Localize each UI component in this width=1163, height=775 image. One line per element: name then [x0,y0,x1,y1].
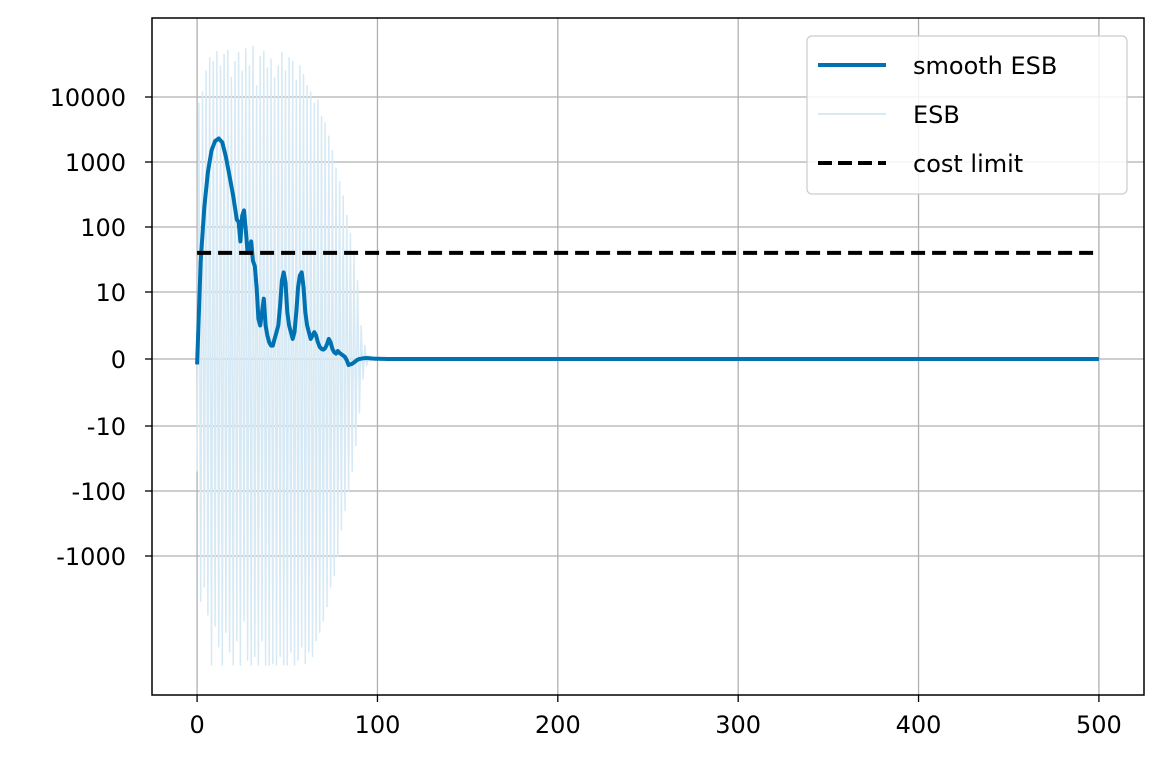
y-tick-label: 10000 [50,84,126,112]
x-tick-label: 100 [355,711,401,739]
series-line-smooth-esb [195,136,1099,367]
x-axis: 0 100 200 300 400 500 [189,695,1122,739]
legend-box [806,35,1128,195]
plot-frame [151,17,1145,696]
legend: smooth ESB ESB cost limit [806,35,1128,195]
y-tick-label: 10 [95,279,126,307]
legend-label-esb: ESB [913,101,960,129]
x-tick-label: 400 [896,711,942,739]
x-tick-label: 0 [189,711,204,739]
legend-label-cost-limit: cost limit [913,150,1023,178]
x-tick-label: 500 [1076,711,1122,739]
legend-label-smooth-esb: smooth ESB [913,52,1057,80]
x-tick-label: 200 [535,711,581,739]
series-layer [195,45,1099,666]
series-line-esb [196,45,1099,666]
x-tick-label: 300 [715,711,761,739]
y-tick-label: 1000 [65,149,126,177]
y-tick-label: -100 [72,478,126,506]
y-tick-label: 0 [111,346,126,374]
y-tick-label: -10 [87,413,126,441]
y-tick-label: -1000 [56,543,126,571]
y-tick-label: 100 [80,214,126,242]
